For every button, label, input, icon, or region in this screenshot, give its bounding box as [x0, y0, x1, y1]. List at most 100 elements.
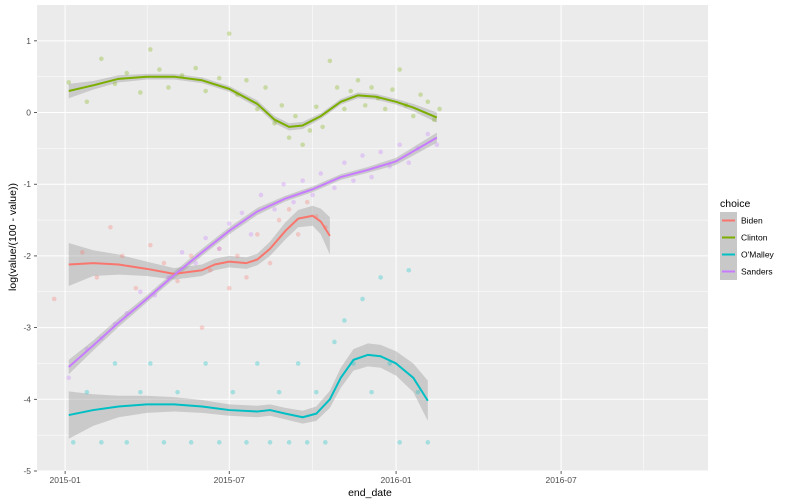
o-malley-point — [70, 440, 76, 445]
clinton-point — [355, 77, 361, 83]
clinton-smooth-line — [68, 75, 438, 128]
clinton-point — [390, 87, 395, 92]
sanders-point — [239, 210, 245, 216]
plot-panel — [37, 5, 708, 471]
x-axis-ticks: 2015-01 2015-07 2016-01 2016-07 — [50, 471, 577, 485]
clinton-point — [203, 88, 208, 94]
o-malley-point — [425, 440, 431, 445]
biden-point — [188, 253, 194, 259]
sanders-point — [378, 149, 383, 155]
sanders-point — [342, 160, 347, 166]
x-tick-label: 2015-07 — [214, 475, 245, 485]
grid-minor — [37, 5, 708, 471]
sanders-smooth-line — [68, 136, 438, 368]
clinton-point — [342, 106, 347, 112]
clinton-point — [279, 103, 285, 108]
o-malley-point — [84, 389, 90, 395]
clinton-point — [84, 99, 90, 105]
clinton-point — [313, 104, 319, 110]
sanders-confidence-band — [68, 132, 437, 375]
o-malley-point — [148, 361, 153, 366]
x-tick-label: 2015-01 — [50, 475, 81, 485]
biden-point — [175, 278, 180, 284]
sanders-point — [248, 232, 254, 237]
clinton-point — [263, 85, 268, 90]
biden-point — [108, 224, 113, 230]
y-tick-label: -3 — [23, 323, 31, 333]
clinton-point — [307, 128, 313, 133]
o-malley-point — [378, 275, 383, 280]
biden-point — [276, 217, 282, 223]
y-tick-label: -4 — [23, 394, 31, 404]
sanders-point — [226, 221, 232, 226]
biden-point — [216, 246, 222, 252]
o-malley-point — [323, 440, 328, 445]
biden-point — [119, 253, 125, 259]
o-malley-point — [397, 440, 403, 445]
data-points — [51, 31, 442, 445]
clinton-point — [334, 85, 340, 90]
sanders-point — [406, 160, 412, 166]
biden-point — [226, 285, 232, 291]
sanders-point — [179, 250, 185, 255]
sanders-point — [397, 142, 403, 148]
clinton-point — [300, 142, 305, 148]
clinton-point — [327, 58, 333, 64]
clinton-point — [138, 90, 143, 95]
sanders-point — [360, 153, 365, 158]
biden-point — [304, 199, 310, 205]
clinton-point — [216, 75, 222, 81]
o-malley-point — [387, 361, 393, 366]
clinton-point — [179, 72, 185, 78]
o-malley-point — [360, 296, 365, 302]
clinton-point — [124, 70, 130, 76]
biden-point — [133, 285, 139, 291]
x-axis-title: end_date — [348, 487, 392, 499]
sanders-point — [425, 131, 431, 137]
biden-point — [244, 275, 249, 280]
biden-smooth-line — [68, 214, 331, 275]
clinton-point — [166, 85, 171, 90]
sanders-point — [138, 289, 143, 295]
clinton-point — [112, 81, 118, 87]
clinton-point — [362, 103, 368, 108]
biden-point — [255, 232, 260, 237]
biden-point — [207, 267, 213, 273]
biden-point — [235, 253, 240, 259]
biden-point — [148, 242, 153, 248]
sanders-point — [281, 181, 286, 187]
clinton-point — [286, 135, 292, 140]
o-malley-point — [99, 440, 104, 445]
clinton-legend-label: Clinton — [741, 233, 768, 243]
grid-major — [37, 5, 708, 472]
o-malley-point — [124, 440, 130, 445]
o-malley-point — [342, 318, 347, 323]
clinton-point — [272, 120, 277, 126]
clinton-point — [382, 106, 388, 112]
biden-point — [295, 232, 301, 237]
y-tick-label: -1 — [23, 179, 31, 189]
sanders-point — [387, 164, 393, 169]
clinton-point — [431, 117, 437, 123]
biden-point — [161, 260, 167, 266]
clinton-point — [320, 124, 325, 130]
y-tick-label: -5 — [23, 466, 31, 476]
clinton-point — [293, 113, 298, 119]
o-malley-point — [304, 440, 310, 445]
sanders-point — [272, 207, 277, 212]
clinton-point — [411, 113, 416, 119]
sanders-point — [203, 235, 208, 241]
clinton-point — [66, 80, 72, 85]
o-malley-point — [161, 440, 167, 445]
o-malley-point — [255, 361, 260, 366]
sanders-legend-label: Sanders — [741, 267, 773, 277]
sanders-point — [434, 142, 440, 148]
biden-legend-label: Biden — [741, 216, 763, 226]
clinton-point — [157, 67, 162, 72]
o-malley-point — [369, 389, 374, 395]
sanders-point — [66, 375, 72, 381]
o-malley-point — [203, 361, 208, 366]
clinton-point — [255, 106, 260, 112]
clinton-point — [397, 67, 403, 72]
